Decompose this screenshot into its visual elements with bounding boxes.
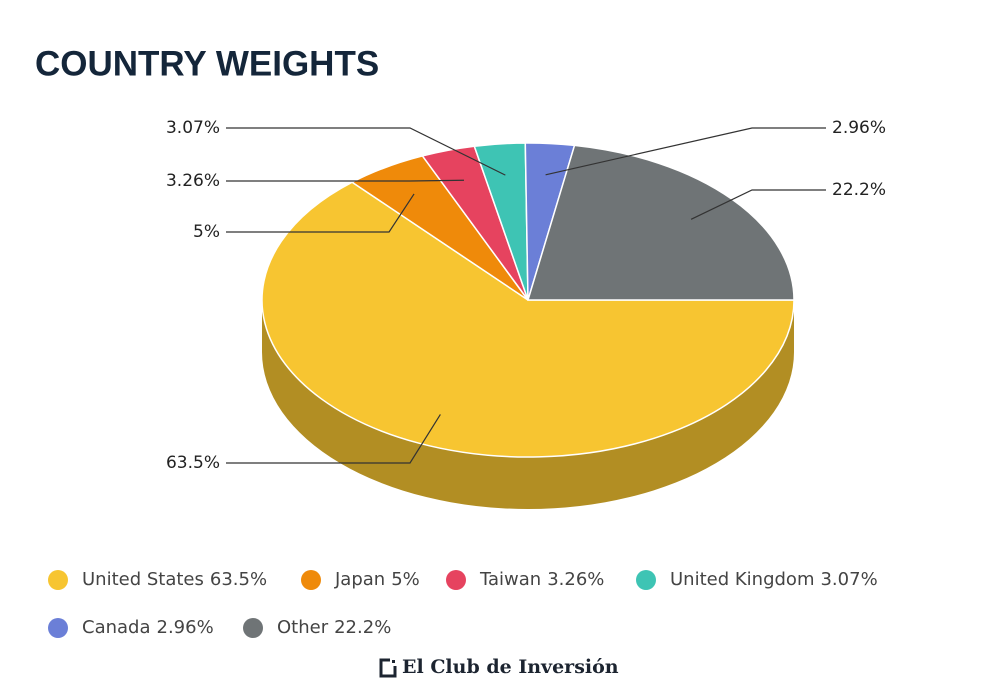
data-label: 3.07% <box>166 118 220 138</box>
leader-line <box>545 127 826 176</box>
legend-entry: United States 63.5% <box>82 569 267 590</box>
legend-entry: Taiwan 3.26% <box>479 569 604 590</box>
legend-name: Japan <box>334 569 385 590</box>
legend-swatch <box>48 618 68 638</box>
legend-value: 2.96% <box>157 617 214 638</box>
legend-name: United Kingdom <box>670 569 814 590</box>
brand-logo <box>379 658 398 678</box>
legend-name: Other <box>277 617 329 638</box>
data-label: 22.2% <box>832 180 886 200</box>
legend-name: United States <box>82 569 204 590</box>
leader-line <box>226 127 506 176</box>
legend-swatch <box>301 570 321 590</box>
legend-entry: Japan 5% <box>334 569 420 590</box>
pie-slice <box>261 181 795 458</box>
legend-value: 3.07% <box>820 569 877 590</box>
brand: El Club de Inversión <box>402 656 619 678</box>
leader-line <box>226 193 415 233</box>
legend-swatch <box>48 570 68 590</box>
leader-line <box>226 414 441 464</box>
legend-value: 3.26% <box>547 569 604 590</box>
data-label: 63.5% <box>166 453 220 473</box>
legend-entry: Canada 2.96% <box>82 617 214 638</box>
legend-value: 63.5% <box>210 569 267 590</box>
data-label: 3.26% <box>166 171 220 191</box>
legend-swatch <box>243 618 263 638</box>
data-label: 2.96% <box>832 118 886 138</box>
chart-title: COUNTRY WEIGHTS <box>35 44 379 83</box>
pie-side <box>262 300 794 509</box>
legend-entry: Other 22.2% <box>277 617 391 638</box>
legend-swatch <box>446 570 466 590</box>
legend-name: Taiwan <box>479 569 541 590</box>
legend-name: Canada <box>82 617 151 638</box>
legend-entry: United Kingdom 3.07% <box>670 569 878 590</box>
legend-value: 5% <box>391 569 420 590</box>
leader-line <box>226 179 464 182</box>
pie-slice <box>526 144 795 301</box>
leader-line <box>690 189 826 220</box>
legend-swatch <box>636 570 656 590</box>
legend-value: 22.2% <box>334 617 391 638</box>
data-label: 5% <box>193 222 220 242</box>
